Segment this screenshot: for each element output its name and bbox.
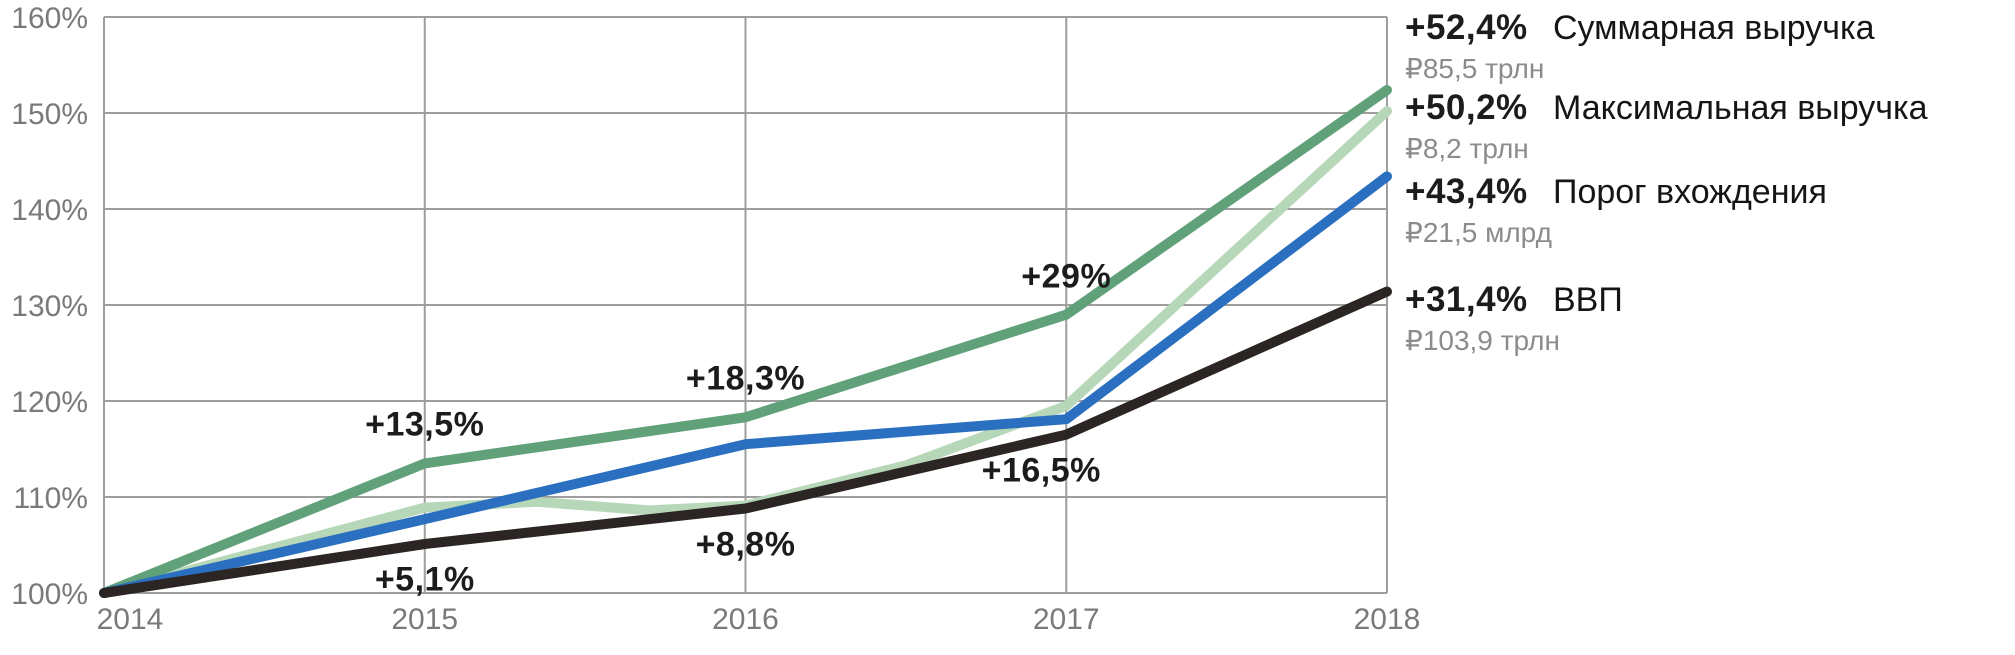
- series-line: [99, 171, 1392, 598]
- series-line: [99, 286, 1392, 598]
- x-tick-label: 2017: [1032, 603, 1100, 636]
- legend-absolute-value: ₽21,5 млрд: [1405, 217, 1552, 248]
- legend-item-entry-threshold: +43,4% Порог вхождения ₽21,5 млрд: [1405, 170, 1827, 250]
- legend-item-total-revenue: +52,4% Суммарная выручка ₽85,5 трлн: [1405, 6, 1875, 86]
- y-tick-label: 150%: [11, 98, 88, 131]
- x-tick-label: 2015: [391, 603, 459, 636]
- y-tick-label: 110%: [13, 482, 88, 515]
- series-line: [99, 106, 1392, 598]
- legend-item-max-revenue: +50,2% Максимальная выручка ₽8,2 трлн: [1405, 86, 1928, 166]
- y-tick-label: 100%: [11, 578, 88, 611]
- data-point-annotation: +8,8%: [695, 525, 796, 564]
- y-tick-label: 160%: [11, 2, 88, 35]
- legend-series-name: ВВП: [1553, 281, 1623, 319]
- legend-series-name: Порог вхождения: [1553, 173, 1827, 211]
- legend-change-value: +50,2%: [1405, 88, 1528, 127]
- legend-series-name: Максимальная выручка: [1553, 89, 1928, 127]
- data-point-annotation: +16,5%: [981, 451, 1101, 490]
- legend-absolute-value: ₽85,5 трлн: [1405, 53, 1545, 84]
- y-tick-label: 140%: [11, 194, 88, 227]
- legend-item-gdp: +31,4% ВВП ₽103,9 трлн: [1405, 278, 1623, 358]
- data-point-annotation: +13,5%: [365, 405, 485, 444]
- legend-change-value: +43,4%: [1405, 172, 1528, 211]
- data-point-annotation: +18,3%: [685, 359, 806, 398]
- legend-change-value: +52,4%: [1405, 8, 1528, 47]
- legend-change-value: +31,4%: [1405, 280, 1528, 319]
- data-point-annotation: +29%: [1021, 257, 1112, 296]
- legend-series-name: Суммарная выручка: [1553, 9, 1875, 47]
- series-line: [99, 85, 1392, 598]
- x-tick-label: 2016: [712, 603, 779, 636]
- y-tick-label: 130%: [11, 290, 88, 323]
- data-point-annotation: +5,1%: [374, 560, 475, 599]
- x-tick-label: 2014: [96, 603, 164, 636]
- x-tick-label: 2018: [1353, 603, 1421, 636]
- y-tick-label: 120%: [11, 386, 88, 419]
- legend-absolute-value: ₽103,9 трлн: [1405, 325, 1560, 356]
- legend-absolute-value: ₽8,2 трлн: [1405, 133, 1529, 164]
